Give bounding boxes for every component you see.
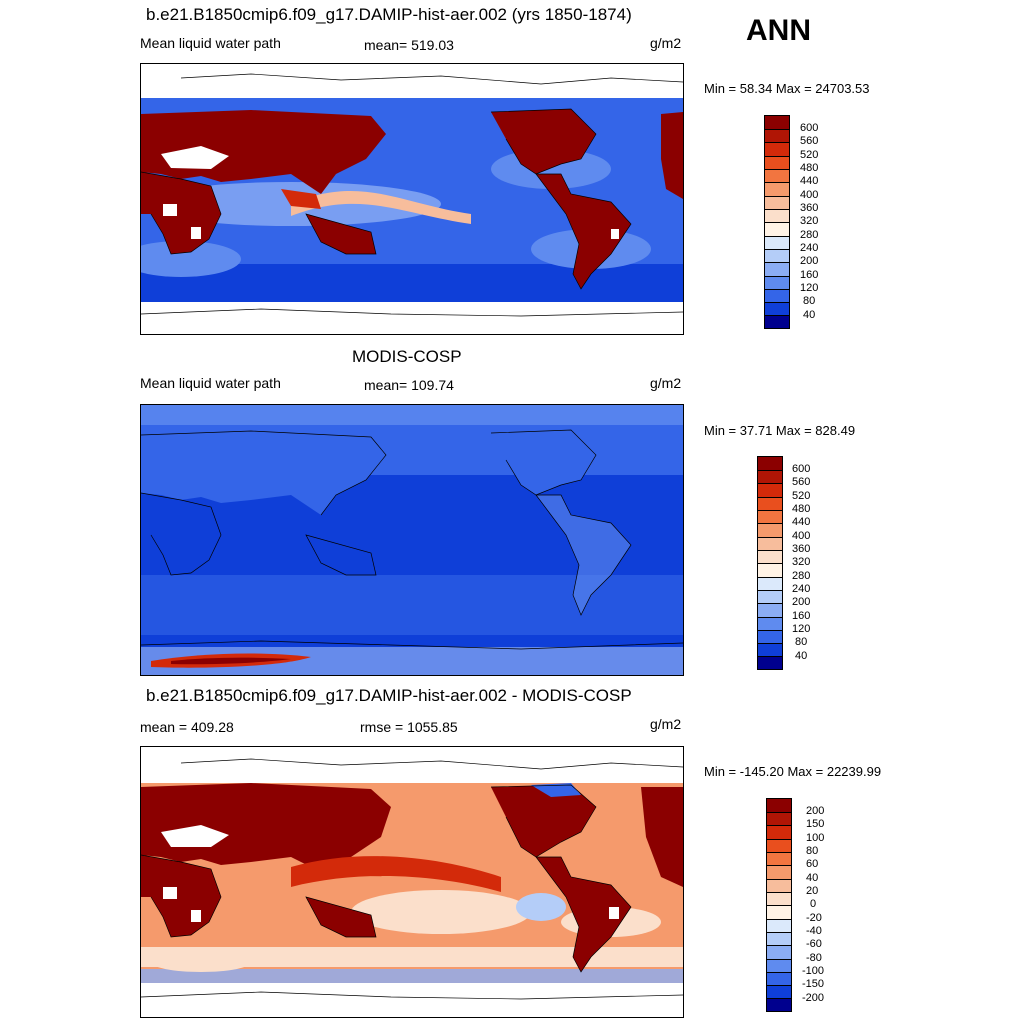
panel1-colorbar-tick: 520 <box>800 149 819 161</box>
panel1-colorbar-tick: 480 <box>800 162 819 174</box>
panel1-colorbar-tick: 240 <box>800 242 819 254</box>
panel3-colorbar-tick: -20 <box>806 912 822 924</box>
panel2-colorbar-tick: 120 <box>792 623 811 635</box>
panel2-colorbar-tick: 40 <box>795 650 808 662</box>
panel1-colorbar-tick: 40 <box>803 309 816 321</box>
panel1-colorbar-tick: 80 <box>803 295 816 307</box>
panel2-colorbar-tick: 480 <box>792 503 811 515</box>
panel3-colorbar-tick: -80 <box>806 952 822 964</box>
panel1-mean-label: mean= 519.03 <box>364 37 454 53</box>
panel3-colorbar-tick: 0 <box>810 898 817 910</box>
panel2-map <box>140 404 684 676</box>
panel1-variable-label: Mean liquid water path <box>140 35 281 51</box>
panel2-variable-label: Mean liquid water path <box>140 375 281 391</box>
panel1-title: b.e21.B1850cmip6.f09_g17.DAMIP-hist-aer.… <box>146 5 632 24</box>
panel2-title: MODIS-COSP <box>352 347 462 366</box>
panel2-minmax-label: Min = 37.71 Max = 828.49 <box>704 423 856 438</box>
panel1-colorbar-tick: 120 <box>800 282 819 294</box>
panel1-colorbar-tick: 560 <box>800 135 819 147</box>
panel3-colorbar-tick: 20 <box>806 885 819 897</box>
panel2-colorbar-tick: 280 <box>792 570 811 582</box>
panel3-rmse-label: rmse = 1055.85 <box>360 719 458 735</box>
panel2-colorbar-tick: 80 <box>795 636 808 648</box>
panel2-colorbar-tick: 440 <box>792 516 811 528</box>
panel3-colorbar-tick: 100 <box>806 832 825 844</box>
panel1-colorbar-tick: 280 <box>800 229 819 241</box>
panel2-colorbar-tick: 200 <box>792 596 811 608</box>
season-label: ANN <box>746 14 811 47</box>
panel2-units-label: g/m2 <box>650 375 682 391</box>
panel3-colorbar-tick: -60 <box>806 938 822 950</box>
panel2-colorbar-tick: 560 <box>792 476 811 488</box>
panel1-colorbar-tick: 440 <box>800 175 819 187</box>
panel1-colorbar-tick: 400 <box>800 189 819 201</box>
panel2-colorbar-tick: 240 <box>792 583 811 595</box>
panel1-colorbar-tick: 600 <box>800 122 819 134</box>
panel1-coastlines <box>141 73 683 317</box>
panel3-minmax-label: Min = -145.20 Max = 22239.99 <box>704 764 882 779</box>
panel1-units-label: g/m2 <box>650 35 682 51</box>
panel3-colorbar-tick: 200 <box>806 805 825 817</box>
panel3-colorbar-tick: 80 <box>806 845 819 857</box>
panel1-map <box>140 63 684 335</box>
panel1-colorbar-tick: 320 <box>800 215 819 227</box>
panel2-colorbar-tick: 600 <box>792 463 811 475</box>
panel3-title: b.e21.B1850cmip6.f09_g17.DAMIP-hist-aer.… <box>146 686 632 705</box>
panel2-colorbar-tick: 320 <box>792 556 811 568</box>
panel3-colorbar-tick: 40 <box>806 872 819 884</box>
panel3-units-label: g/m2 <box>650 716 682 732</box>
panel2-colorbar-tick: 520 <box>792 490 811 502</box>
panel3-colorbar-tick: -100 <box>802 965 825 977</box>
panel1-colorbar <box>764 115 790 329</box>
panel2-colorbar <box>757 456 783 670</box>
panel3-colorbar-tick: -40 <box>806 925 822 937</box>
panel3-coastlines <box>141 758 683 1000</box>
panel2-colorbar-tick: 360 <box>792 543 811 555</box>
panel1-colorbar-tick: 200 <box>800 255 819 267</box>
panel3-map <box>140 746 684 1018</box>
panel3-colorbar-tick: 150 <box>806 818 825 830</box>
panel3-colorbar-tick: -200 <box>802 992 825 1004</box>
panel1-minmax-label: Min = 58.34 Max = 24703.53 <box>704 81 870 96</box>
panel1-colorbar-tick: 360 <box>800 202 819 214</box>
panel1-colorbar-tick: 160 <box>800 269 819 281</box>
panel3-colorbar <box>766 798 792 1012</box>
panel3-mean-label: mean = 409.28 <box>140 719 234 735</box>
panel3-colorbar-tick: 60 <box>806 858 819 870</box>
panel2-colorbar-tick: 160 <box>792 610 811 622</box>
panel2-mean-label: mean= 109.74 <box>364 377 454 393</box>
panel2-colorbar-tick: 400 <box>792 530 811 542</box>
panel3-colorbar-tick: -150 <box>802 978 825 990</box>
panel1-eurasia-land <box>141 110 386 194</box>
panel2-coastlines <box>141 429 683 650</box>
